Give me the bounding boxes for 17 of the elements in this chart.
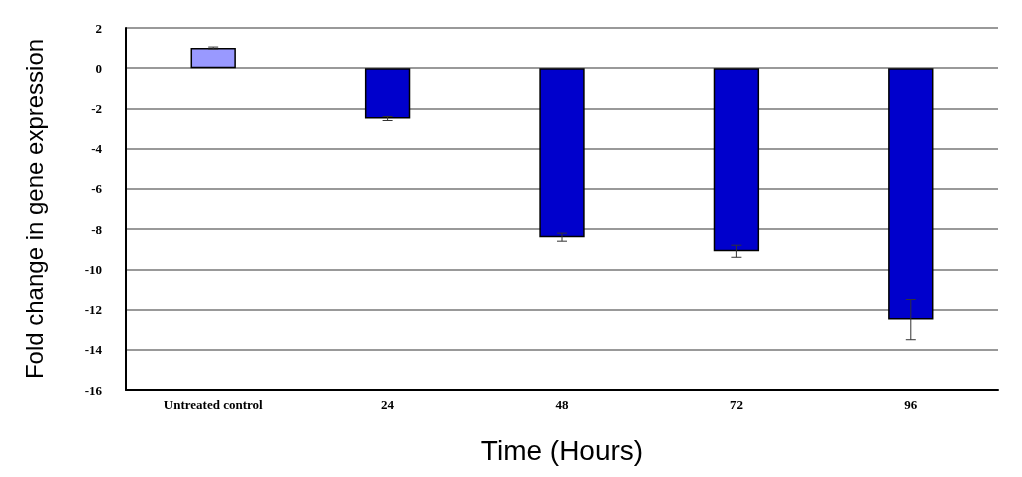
y-tick-label: -16 <box>84 382 103 398</box>
y-tick-label: 2 <box>95 20 102 36</box>
y-tick-label: -6 <box>91 181 103 197</box>
y-tick-label: -12 <box>84 302 102 318</box>
x-tick-label: 72 <box>729 397 743 412</box>
x-tick-label: 48 <box>555 397 569 412</box>
y-tick-label: -10 <box>84 261 102 277</box>
x-tick-label: 96 <box>904 397 918 412</box>
x-axis-title: Time (Hours) <box>480 434 644 466</box>
x-tick-label: 24 <box>381 397 395 412</box>
x-tick-label: Untreated control <box>163 397 263 412</box>
y-axis-title: Fold change in gene expression <box>20 38 48 380</box>
y-tick-label: -2 <box>91 100 102 116</box>
y-tick-label: -14 <box>84 342 103 358</box>
y-tick-label: -4 <box>91 141 103 157</box>
y-tick-label: 0 <box>95 60 102 76</box>
y-tick-label: -8 <box>91 221 103 237</box>
